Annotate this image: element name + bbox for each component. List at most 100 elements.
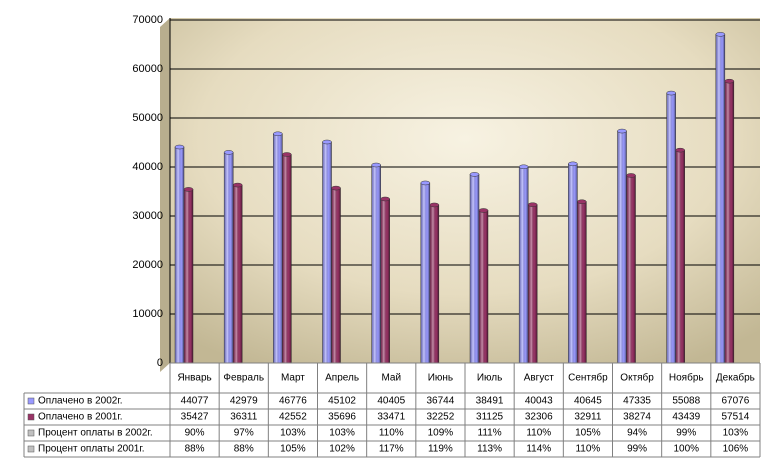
x-tick-label: Январь [177, 373, 211, 384]
table-value: 36311 [230, 412, 258, 423]
bar-cap [617, 128, 627, 134]
bar-cap [223, 150, 234, 155]
bar-shade [479, 210, 488, 363]
bar-cap [527, 202, 538, 207]
table-value: 42552 [279, 412, 307, 423]
table-value: 97% [234, 428, 254, 439]
x-tick-label: Февраль [223, 373, 264, 384]
table-value: 113% [477, 444, 502, 455]
legend-label: Оплачено в 2001г. [38, 412, 123, 423]
bar-shade [617, 131, 627, 363]
legend-key [27, 445, 35, 453]
bar-shade [420, 182, 430, 363]
bar-shade [371, 165, 381, 363]
y-tick-label: 60000 [132, 63, 163, 75]
bar-cap [380, 196, 390, 202]
table-value: 31125 [476, 412, 504, 423]
x-tick-label: Сентябр [568, 372, 608, 384]
side-wall [160, 18, 170, 372]
legend-label: Процент оплаты в 2002г. [38, 428, 153, 439]
table-value: 110% [379, 428, 404, 439]
legend-key [27, 413, 35, 421]
bar-cap [469, 172, 480, 177]
bar-shade [331, 188, 341, 363]
table-value: 100% [673, 444, 699, 455]
y-tick-label: 20000 [132, 259, 163, 271]
table-value: 103% [280, 428, 306, 439]
table-value: 40405 [377, 396, 405, 407]
x-tick-label: Ноябрь [669, 372, 704, 384]
table-value: 117% [379, 444, 404, 455]
bar-cap [478, 208, 489, 213]
table-value: 45102 [328, 396, 356, 407]
x-tick-label: Октябр [620, 372, 654, 384]
bar-cap [232, 182, 243, 188]
table-value: 38274 [623, 412, 651, 423]
x-tick-label: Июнь [428, 373, 453, 384]
table-value: 40645 [574, 396, 602, 407]
bar-shade [429, 204, 439, 363]
table-value: 42979 [230, 396, 258, 407]
table-value: 110% [575, 444, 600, 455]
bar-shade [724, 81, 734, 363]
table-value: 106% [723, 444, 749, 455]
x-tick-label: Декабрь [716, 372, 755, 384]
table-value: 109% [428, 428, 454, 439]
table-value: 119% [428, 444, 453, 455]
bar-shade [715, 34, 725, 363]
table-value: 55088 [672, 396, 700, 407]
table-value: 90% [185, 428, 205, 439]
y-tick-label: 30000 [132, 210, 163, 222]
bar-shade [626, 175, 636, 363]
bar-cap [568, 161, 578, 167]
bar-cap [666, 90, 676, 96]
bar-shade [224, 152, 234, 363]
bar-cap [577, 199, 587, 204]
bar-cap [174, 144, 185, 150]
bar-shade [666, 93, 676, 364]
bar-cap [420, 180, 431, 186]
bar-shade [528, 204, 538, 363]
legend-label: Процент оплаты 2001г. [38, 444, 145, 455]
table-value: 99% [676, 428, 696, 439]
bar-cap [273, 131, 283, 137]
bar-cap [282, 152, 292, 157]
table-value: 94% [627, 428, 647, 439]
table-value: 111% [478, 428, 502, 439]
legend-label: Оплачено в 2002г. [38, 396, 123, 407]
bar-cap [675, 147, 685, 153]
y-tick-label: 40000 [132, 161, 163, 173]
x-tick-label: Май [381, 373, 401, 384]
y-tick-label: 0 [157, 357, 163, 369]
table-value: 38491 [476, 396, 504, 407]
bar-shade [282, 154, 292, 363]
legend-key [27, 397, 35, 405]
bars [174, 32, 735, 364]
table-value: 99% [627, 444, 647, 455]
table-value: 32306 [525, 412, 553, 423]
y-tick-label: 10000 [132, 308, 163, 320]
table-value: 40043 [525, 396, 553, 407]
table-value: 102% [329, 444, 355, 455]
bar-shade [175, 147, 184, 363]
table-value: 57514 [722, 412, 750, 423]
table-value: 105% [575, 428, 601, 439]
table-value: 36744 [427, 396, 455, 407]
table-value: 46776 [279, 396, 307, 407]
bar-cap [331, 185, 341, 191]
table-value: 47335 [623, 396, 651, 407]
x-tick-label: Август [524, 373, 555, 384]
y-tick-label: 70000 [132, 14, 163, 26]
bar-shade [233, 185, 243, 363]
x-tick-label: Март [281, 373, 305, 384]
table-value: 44077 [181, 396, 209, 407]
bar-shade [184, 189, 193, 363]
bar-shade [568, 163, 578, 363]
bar-shade [577, 201, 587, 363]
x-tick-label: Июль [477, 373, 503, 384]
table-value: 32252 [427, 412, 455, 423]
back-wall [170, 18, 760, 363]
table-value: 110% [526, 428, 551, 439]
data-table: Январь Февраль Март Апрель Май Июнь Июль Август… [23, 362, 761, 458]
legend-key [27, 429, 35, 437]
